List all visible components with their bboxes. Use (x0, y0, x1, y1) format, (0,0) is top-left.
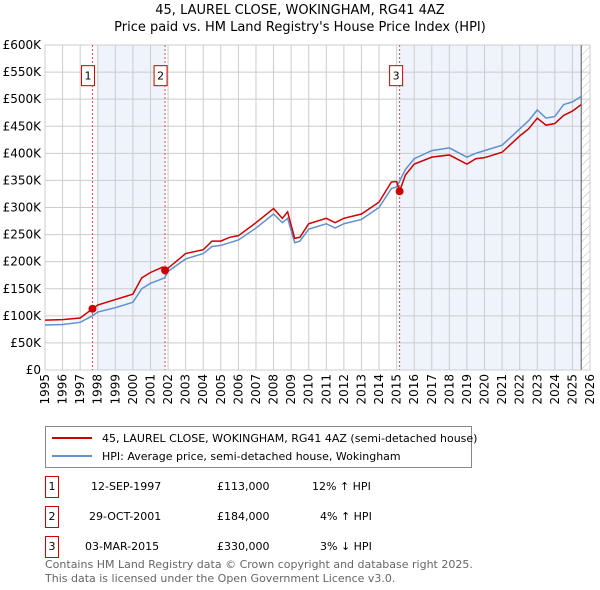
y-tick-label: £500K (3, 92, 43, 106)
sale-point (395, 187, 404, 196)
transaction-row: 3 03-MAR-2015 £330,000 3% ↓ HPI (45, 536, 445, 558)
x-tick-label: 2000 (126, 374, 140, 405)
transaction-date: 12-SEP-1997 (91, 480, 162, 493)
x-tick-label: 1997 (73, 374, 87, 405)
x-tick-label: 2001 (143, 374, 157, 405)
y-tick-label: £400K (3, 146, 43, 160)
transaction-row: 1 12-SEP-1997 £113,000 12% ↑ HPI (45, 476, 445, 498)
y-tick-label: £450K (3, 119, 43, 133)
x-tick-label: 2013 (354, 374, 368, 405)
x-tick-label: 1999 (108, 374, 122, 405)
transaction-price: £330,000 (217, 540, 270, 553)
y-tick-label: £600K (3, 38, 43, 52)
y-tick-label: £200K (3, 255, 43, 269)
transaction-number: 2 (45, 506, 59, 528)
x-tick-label: 2009 (284, 374, 298, 405)
transaction-row: 2 29-OCT-2001 £184,000 4% ↑ HPI (45, 506, 445, 528)
chart-title: 45, LAUREL CLOSE, WOKINGHAM, RG41 4AZ (155, 3, 445, 18)
x-tick-label: 2023 (530, 374, 544, 405)
x-tick-label: 2016 (407, 374, 421, 405)
x-tick-label: 2008 (267, 374, 281, 405)
transaction-hpi-diff: 4% ↑ HPI (320, 510, 372, 523)
y-tick-label: £150K (3, 282, 43, 296)
transaction-date: 29-OCT-2001 (89, 510, 162, 523)
x-tick-label: 2024 (548, 374, 562, 405)
sale-label-box (80, 65, 95, 87)
price-chart: 1995 1996 1997 1998 1999 2000 2001 2002 2003 2004… (3, 38, 597, 405)
legend-label: 45, LAUREL CLOSE, WOKINGHAM, RG41 4AZ (s… (102, 431, 478, 445)
x-tick-label: 2010 (302, 374, 316, 405)
x-tick-label: 2026 (583, 374, 597, 405)
transaction-hpi-diff: 3% ↓ HPI (320, 540, 372, 553)
x-tick-label: 2011 (319, 374, 333, 405)
x-tick-label: 2018 (442, 374, 456, 405)
x-tick-label: 2007 (249, 374, 263, 405)
x-tick-label: 2012 (337, 374, 351, 405)
footer-copyright: Contains HM Land Registry data © Crown c… (45, 558, 473, 571)
y-tick-label: £100K (3, 309, 43, 323)
x-tick-label: 1996 (56, 374, 70, 405)
x-tick-label: 1998 (91, 374, 105, 405)
x-tick-label: 2019 (460, 374, 474, 405)
sale-point (88, 304, 97, 313)
transaction-price: £184,000 (217, 510, 270, 523)
sale-label: 2 (157, 70, 164, 83)
legend-item-hpi: HPI: Average price, semi-detached house,… (52, 448, 401, 464)
y-tick-label: £50K (10, 336, 42, 350)
plot-frame (44, 44, 591, 371)
x-tick-label: 2005 (214, 374, 228, 405)
hpi-line (44, 95, 582, 326)
x-tick-label: 2014 (372, 374, 386, 405)
x-tick-label: 2021 (495, 374, 509, 405)
transaction-number: 3 (45, 536, 59, 558)
footer-license: This data is licensed under the Open Gov… (45, 572, 396, 585)
sale-label: 1 (84, 70, 91, 83)
transaction-hpi-diff: 12% ↑ HPI (312, 480, 371, 493)
sale-point (161, 266, 170, 275)
sale-label: 3 (393, 70, 400, 83)
y-tick-label: £300K (3, 201, 43, 215)
x-tick-label: 2003 (179, 374, 193, 405)
x-tick-label: 2015 (390, 374, 404, 405)
transaction-date: 03-MAR-2015 (85, 540, 160, 553)
y-tick-label: £250K (3, 228, 43, 242)
x-tick-label: 2002 (161, 374, 175, 405)
sale-label-box (153, 65, 168, 87)
chart-subtitle: Price paid vs. HM Land Registry's House … (114, 20, 486, 35)
x-tick-label: 2020 (478, 374, 492, 405)
transaction-price: £113,000 (217, 480, 270, 493)
y-tick-label: £350K (3, 173, 43, 187)
y-tick-label: £0 (26, 363, 41, 377)
x-tick-label: 2025 (565, 374, 579, 405)
transaction-number: 1 (45, 476, 59, 498)
x-tick-label: 1995 (38, 374, 52, 405)
x-tick-label: 2004 (196, 374, 210, 405)
x-tick-label: 2006 (231, 374, 245, 405)
legend: 45, LAUREL CLOSE, WOKINGHAM, RG41 4AZ (s… (45, 426, 477, 468)
price-paid-line (44, 103, 582, 321)
legend-item-price: 45, LAUREL CLOSE, WOKINGHAM, RG41 4AZ (s… (52, 430, 477, 446)
x-tick-label: 2017 (425, 374, 439, 405)
legend-label: HPI: Average price, semi-detached house,… (102, 449, 401, 463)
y-tick-label: £550K (3, 65, 43, 79)
sale-label-box (389, 65, 404, 87)
x-tick-label: 2022 (513, 374, 527, 405)
